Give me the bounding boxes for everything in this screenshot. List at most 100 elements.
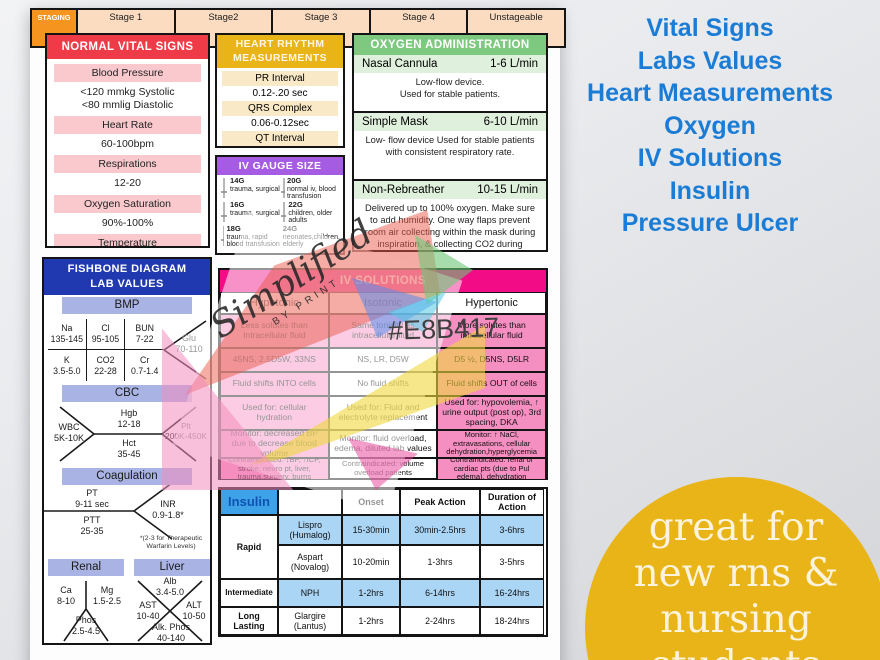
table-cell: 45NS, 2.5D5W, 33NS (220, 348, 329, 372)
lab-ptt: PTT 25-35 (62, 515, 122, 536)
table-cell: 18-24hrs (480, 607, 544, 635)
table-cell: 3-6hrs (480, 515, 544, 545)
lab-cell: Cl 95-105 (86, 319, 126, 350)
column-header: Isotonic (328, 292, 438, 314)
topic-list: Vital Signs Labs Values Heart Measuremen… (550, 12, 870, 240)
lab-name: CO2 (96, 354, 115, 365)
lab-range: 35-45 (117, 448, 141, 459)
heart-rhythm-label: PR Interval (222, 71, 338, 87)
lab-inr: INR 0.9-1.8* (140, 499, 196, 520)
lab-range: 70-110 (175, 343, 203, 354)
table-cell: Used for: Fluid and electrolyte replacem… (328, 396, 438, 430)
lab-name: Cl (101, 323, 110, 334)
coagulation-banner: Coagulation (62, 468, 192, 485)
lab-pt: PT 9-11 sec (62, 488, 122, 509)
lab-mg: Mg 1.5-2.5 (90, 585, 124, 606)
heart-rhythm-title: HEART RHYTHM MEASUREMENTS (217, 35, 343, 69)
oxygen-device-name: Simple Mask (362, 116, 428, 128)
lab-cell: K 3.5-5.0 (48, 350, 87, 381)
lab-name: Plt (181, 421, 191, 431)
vital-signs-panel: NORMAL VITAL SIGNS Blood Pressure <120 m… (45, 33, 210, 248)
oxygen-panel: OXYGEN ADMINISTRATION Nasal Cannula 1-6 … (352, 33, 548, 252)
table-cell: 1-3hrs (400, 545, 480, 579)
oxygen-device-desc: Low- flow device Used for stable patient… (365, 135, 535, 158)
drug-name: Aspart (Novalog) (278, 545, 342, 579)
lab-range: 10-50 (182, 610, 206, 621)
gauge-use: trauma, surgical (230, 185, 280, 193)
gauge-use: trauma, surgical (230, 209, 280, 217)
promo-badge-circle: great for new rns & nursing students (585, 477, 880, 660)
gauge-use: normal iv, blood transfusion (286, 185, 336, 201)
column-header: Hypertonic (437, 292, 546, 314)
vital-value: <120 mmkg Systolic <80 mmlig Diastolic (80, 86, 175, 112)
lab-hct: Hct 35-45 (102, 438, 156, 459)
needle-icon (280, 225, 281, 247)
iv-gauge-entry: 16G trauma, surgical (220, 201, 280, 225)
iv-gauge-entry: 24G neonates,children, elderly (280, 225, 340, 249)
vital-value: 90%-100% (101, 216, 154, 229)
lab-range: 25-35 (80, 525, 104, 536)
table-cell: Monitor: ↑ NaCl, extravasations, cellula… (437, 430, 546, 458)
lab-plt: Plt 200K-450K (160, 421, 210, 442)
table-cell: Used for: cellular hydration (220, 396, 329, 430)
lab-range: 3.4-5.0 (155, 586, 185, 597)
table-cell: 30min-2.5hrs (400, 515, 480, 545)
table-cell: NS, LR, D5W (328, 348, 438, 372)
insulin-table: Insulin Onset Peak Action Duration of Ac… (218, 487, 548, 637)
lab-range: 9-11 sec (75, 498, 109, 509)
vital-value: 12-20 (114, 177, 141, 190)
iv-gauge-title: IV GAUGE SIZE (217, 157, 343, 175)
drug-name: NPH (278, 579, 342, 607)
lab-range: 95-105 (91, 334, 120, 344)
badge-line: nursing (660, 597, 812, 642)
table-cell: Monitor: fluid overload, edema, diluted … (328, 430, 438, 458)
lab-name: AST (139, 600, 157, 610)
gauge-use: children, older adults (288, 209, 333, 225)
lab-name: K (63, 354, 70, 365)
topic-item: Pressure Ulcer (621, 209, 799, 237)
lab-name: Hct (122, 438, 136, 448)
iv-gauge-grid: 14G trauma, surgical 16G trauma, surgical … (217, 175, 343, 251)
lab-range: 200K-450K (165, 430, 207, 441)
lab-alt: ALT 10-50 (176, 600, 210, 621)
table-cell (278, 489, 342, 515)
lab-range: 0.7-1.4 (130, 365, 159, 376)
lab-glu: Glu 70-110 (168, 333, 210, 354)
table-cell: Less solutes than Intracellular fluid (220, 314, 329, 348)
lab-range: 40-140 (156, 632, 186, 643)
lab-hgb: Hgb 12-18 (102, 408, 156, 429)
lab-name: WBC (58, 422, 80, 432)
gauge-size: 20G (286, 177, 302, 185)
bmp-banner: BMP (62, 297, 192, 314)
table-cell: 2-24hrs (400, 607, 480, 635)
table-cell: 3-5hrs (480, 545, 544, 579)
lab-range: 135-145 (50, 334, 83, 344)
lab-range: 5K-10K (53, 432, 85, 443)
badge-line: great for (648, 505, 824, 550)
iv-gauge-entry: 22G children, older adults (280, 201, 340, 225)
lab-name: Hgb (120, 408, 138, 418)
vital-label: Oxygen Saturation (54, 194, 201, 213)
drug-name: Glargire (Lantus) (278, 607, 342, 635)
iv-gauge-panel: IV GAUGE SIZE 14G trauma, surgical 16G tra… (215, 155, 345, 255)
table-cell: 10-20min (342, 545, 400, 579)
lab-alb: Alb 3.4-5.0 (148, 576, 192, 597)
oxygen-device-rate: 10-15 L/min (477, 184, 538, 196)
needle-icon (221, 202, 227, 222)
vital-label: Blood Pressure (54, 64, 201, 82)
iv-solutions-table: IV SOLUTIONS Hypotonic Isotonic Hyperton… (218, 268, 548, 480)
column-header: Hypotonic (220, 292, 329, 314)
table-cell: Same tonicity as intracellular fluid (328, 314, 438, 348)
needle-icon (281, 178, 285, 198)
lab-name: ALT (186, 600, 202, 610)
vital-label: Heart Rate (54, 116, 201, 135)
lab-range: 1.5-2.5 (92, 595, 122, 606)
oxygen-device-name: Non-Rebreather (362, 184, 445, 196)
topic-item: Insulin (669, 176, 751, 205)
table-cell: Monitor: decreased BP due to decrease bl… (220, 430, 329, 458)
lab-name: Phos (75, 615, 97, 625)
insulin-category: Rapid (220, 515, 278, 579)
gauge-size: 18G (226, 225, 241, 233)
column-header: Peak Action (400, 489, 480, 515)
